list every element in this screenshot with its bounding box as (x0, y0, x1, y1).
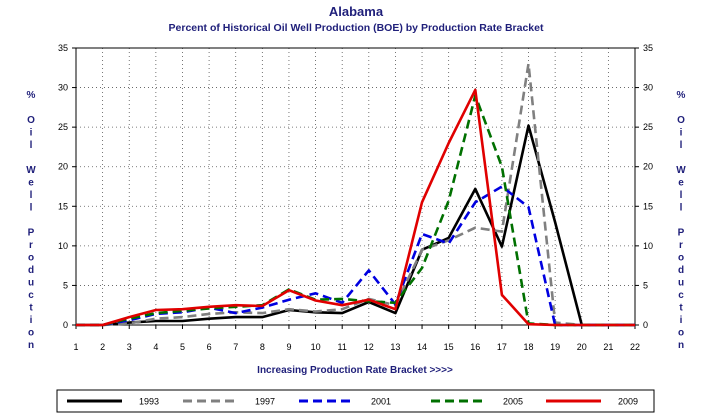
y-tick-label-left: 5 (63, 280, 68, 290)
y-tick-label-left: 30 (58, 83, 68, 93)
x-tick-label: 12 (364, 342, 374, 352)
x-tick-label: 18 (524, 342, 534, 352)
x-tick-label: 8 (260, 342, 265, 352)
axis-ticks: 1 2 3 4 5 6 7 8 9 10 11 12 13 14 15 16 17 18 19 20 21 220 05 51… (58, 43, 653, 352)
y-tick-label-right: 15 (643, 201, 653, 211)
x-tick-label: 17 (497, 342, 507, 352)
x-tick-label: 13 (390, 342, 400, 352)
y-tick-label-left: 35 (58, 43, 68, 53)
series-line-1997 (76, 62, 635, 327)
x-tick-label: 10 (311, 342, 321, 352)
x-tick-label: 1 (73, 342, 78, 352)
y-tick-label-right: 5 (643, 280, 648, 290)
x-tick-label: 4 (153, 342, 158, 352)
legend-label-2009: 2009 (618, 397, 638, 407)
legend-label-2001: 2001 (371, 397, 391, 407)
x-tick-label: 6 (207, 342, 212, 352)
x-tick-label: 16 (470, 342, 480, 352)
legend-label-1993: 1993 (139, 397, 159, 407)
x-tick-label: 19 (550, 342, 560, 352)
y-tick-label-left: 10 (58, 241, 68, 251)
x-tick-label: 3 (127, 342, 132, 352)
y-tick-label-right: 0 (643, 320, 648, 330)
legend-label-1997: 1997 (255, 397, 275, 407)
y-tick-label-left: 20 (58, 162, 68, 172)
x-tick-label: 14 (417, 342, 427, 352)
x-tick-label: 2 (100, 342, 105, 352)
y-tick-label-right: 35 (643, 43, 653, 53)
y-tick-label-left: 15 (58, 201, 68, 211)
y-tick-label-left: 25 (58, 122, 68, 132)
x-tick-label: 15 (444, 342, 454, 352)
y-tick-label-right: 30 (643, 83, 653, 93)
x-tick-label: 9 (286, 342, 291, 352)
y-tick-label-right: 10 (643, 241, 653, 251)
x-tick-label: 11 (338, 342, 347, 352)
chart-title: Alabama (329, 4, 384, 19)
x-tick-label: 22 (630, 342, 640, 352)
y-tick-label-right: 20 (643, 162, 653, 172)
chart-subtitle: Percent of Historical Oil Well Productio… (169, 22, 544, 34)
y-tick-label-left: 0 (63, 320, 68, 330)
x-tick-label: 7 (233, 342, 238, 352)
series-line-2009 (76, 88, 635, 327)
legend: 1993 1997 2001 2005 2009 (67, 397, 638, 407)
x-tick-label: 21 (603, 342, 613, 352)
y-tick-label-right: 25 (643, 122, 653, 132)
legend-box (56, 389, 655, 413)
series-lines (76, 62, 635, 327)
x-tick-label: 20 (577, 342, 587, 352)
x-tick-label: 5 (180, 342, 185, 352)
x-axis-label: Increasing Production Rate Bracket >>>> (257, 365, 453, 376)
series-line-1993 (76, 124, 635, 327)
plot-frame (75, 47, 636, 326)
series-line-2001 (76, 185, 635, 327)
legend-label-2005: 2005 (503, 397, 523, 407)
